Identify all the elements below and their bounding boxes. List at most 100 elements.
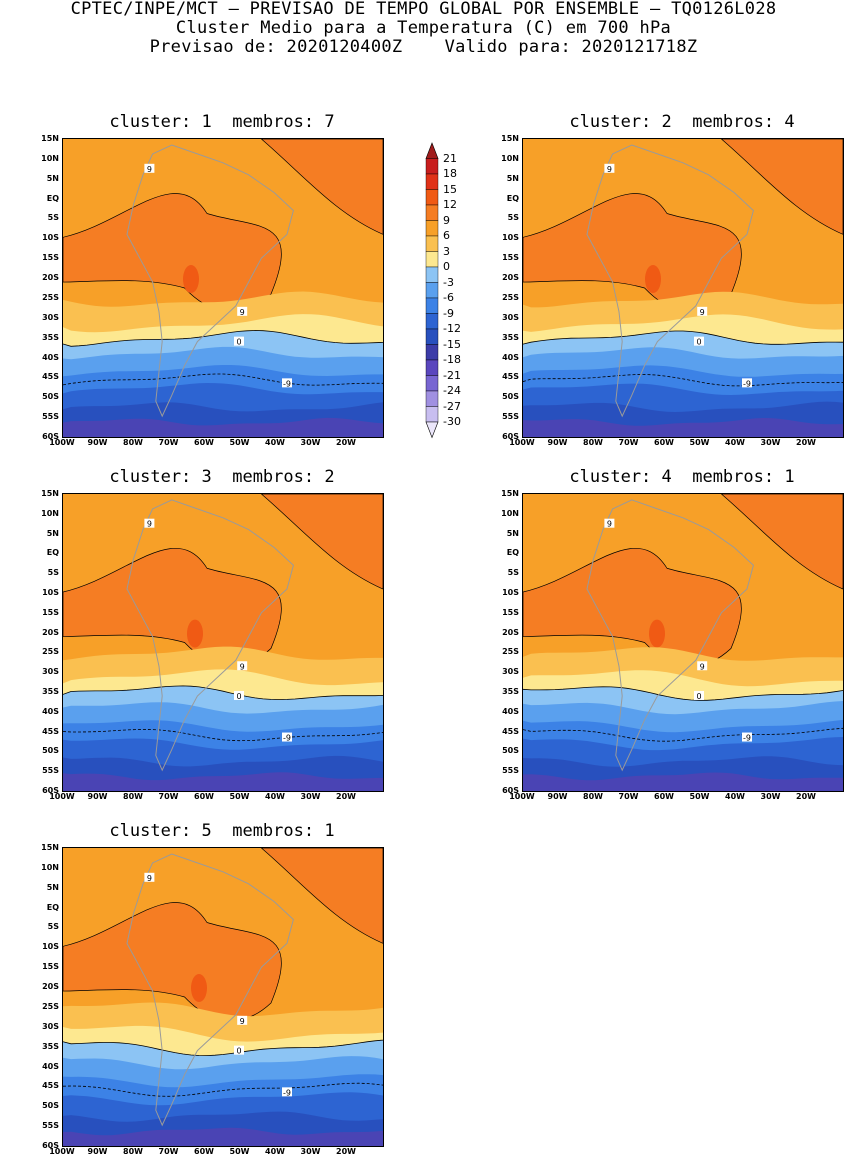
contour-zero <box>63 1039 383 1057</box>
lat-label: 25S <box>42 647 59 657</box>
lat-label: 30S <box>42 312 59 322</box>
lat-label: 10S <box>42 588 59 597</box>
hot-spot <box>183 265 199 294</box>
lat-label: 10N <box>501 508 519 518</box>
lat-label: 5S <box>507 568 519 578</box>
warm-region-ne <box>260 494 383 590</box>
colorbar-svg <box>425 142 439 439</box>
lat-label: 35S <box>502 332 519 342</box>
svg-text:0: 0 <box>696 338 701 347</box>
lat-label: 25S <box>42 292 59 302</box>
lon-label: 60W <box>654 792 674 801</box>
lon-label: 80W <box>123 792 143 801</box>
contour-minus9 <box>63 1082 383 1097</box>
lon-label: 20W <box>796 438 816 447</box>
south-america-outline <box>586 144 754 418</box>
lat-label: 10S <box>42 942 59 952</box>
contour-label-9: 9 <box>697 661 708 671</box>
lat-label: 40S <box>502 352 519 362</box>
lon-label: 50W <box>229 438 250 447</box>
lat-label: 15S <box>502 253 519 263</box>
lat-label: 55S <box>42 1121 59 1131</box>
lat-label: 40S <box>502 706 519 716</box>
south-america-outline <box>126 144 294 418</box>
lon-label: 100W <box>509 438 535 447</box>
svg-text:-9: -9 <box>743 734 751 743</box>
colorbar-swatch <box>425 251 439 268</box>
colorbar-swatch <box>425 344 439 361</box>
lon-label: 70W <box>158 792 179 801</box>
contour-minus9 <box>523 727 843 742</box>
panel-2-svg: 9 9 0 -9 <box>523 139 843 437</box>
colorbar-label: 12 <box>443 198 457 211</box>
panel-2-map: 9 9 0 -9 <box>522 138 844 438</box>
header-line-1: CPTEC/INPE/MCT – PREVISAO DE TEMPO GLOBA… <box>70 0 777 19</box>
svg-text:-9: -9 <box>283 379 291 388</box>
lon-label: 50W <box>229 1147 250 1156</box>
svg-text:0: 0 <box>236 692 241 701</box>
lat-label: 55S <box>502 766 519 776</box>
colorbar-swatch <box>425 266 439 283</box>
colorbar-label: 9 <box>443 213 450 227</box>
lat-label: 20S <box>42 982 59 992</box>
lat-label: 15S <box>42 607 59 617</box>
svg-text:9: 9 <box>147 874 152 883</box>
svg-text:0: 0 <box>696 692 701 701</box>
panel-4-map: 9 9 0 -9 <box>522 493 844 792</box>
colorbar-swatch <box>425 359 439 376</box>
colorbar-arrow-bottom <box>425 421 439 439</box>
panel-2-title: cluster: 2 membros: 4 <box>569 112 795 132</box>
lon-label: 100W <box>49 1147 75 1156</box>
warm-region-ne <box>260 848 383 944</box>
lat-label: 60S <box>502 432 519 441</box>
lat-label: 45S <box>42 1081 59 1091</box>
colorbar-label: -27 <box>443 399 461 413</box>
hot-spot <box>649 619 665 648</box>
panel-4-title: cluster: 4 membros: 1 <box>569 467 795 487</box>
svg-text:9: 9 <box>700 308 705 317</box>
warm-core-region <box>63 193 282 312</box>
band-minus18 <box>523 772 843 791</box>
lat-label: 10S <box>502 233 519 243</box>
lon-label: 40W <box>265 438 285 447</box>
lat-label: 60S <box>42 786 59 795</box>
lon-label: 60W <box>194 792 214 801</box>
colorbar-swatch <box>425 173 439 190</box>
svg-text:9: 9 <box>240 662 245 671</box>
contour-label-minus9: -9 <box>742 732 752 743</box>
svg-text:9: 9 <box>607 520 612 529</box>
contour-minus9 <box>63 728 383 742</box>
south-america-outline <box>586 499 754 772</box>
colorbar-swatch <box>425 328 439 345</box>
panel-3-svg: 9 9 0 -9 <box>63 494 383 791</box>
lat-label: 55S <box>42 766 59 776</box>
colorbar-label: 21 <box>443 151 457 165</box>
contour-label-minus9: -9 <box>282 378 292 388</box>
lat-label: 45S <box>502 726 519 736</box>
warm-core-region <box>523 548 742 667</box>
contour-label-9: 9 <box>237 306 248 317</box>
lon-label: 80W <box>583 792 603 801</box>
svg-text:9: 9 <box>700 662 705 671</box>
svg-text:9: 9 <box>607 165 612 174</box>
lat-label: 25S <box>502 647 519 657</box>
colorbar-swatch <box>425 235 439 252</box>
lat-label: 30S <box>502 667 519 677</box>
lat-label: 55S <box>42 412 59 422</box>
contour-minus9 <box>523 374 843 387</box>
lon-label: 60W <box>654 438 674 447</box>
header-line-3: Previsao de: 2020120400Z Valido para: 20… <box>149 37 698 57</box>
lat-label: 35S <box>42 332 59 342</box>
panel-4-svg: 9 9 0 -9 <box>523 494 843 791</box>
lon-label: 50W <box>689 792 710 801</box>
contour-label-0: 0 <box>694 690 704 701</box>
lon-label: 90W <box>87 1147 108 1156</box>
colorbar-swatch <box>425 204 439 221</box>
lat-label: 5N <box>46 173 59 183</box>
lon-label: 40W <box>265 792 285 801</box>
lat-label: 25S <box>42 1001 59 1011</box>
lat-label: 60S <box>42 432 59 441</box>
lat-label: 30S <box>42 667 59 677</box>
svg-text:9: 9 <box>240 308 245 317</box>
south-america-outline <box>126 499 294 772</box>
